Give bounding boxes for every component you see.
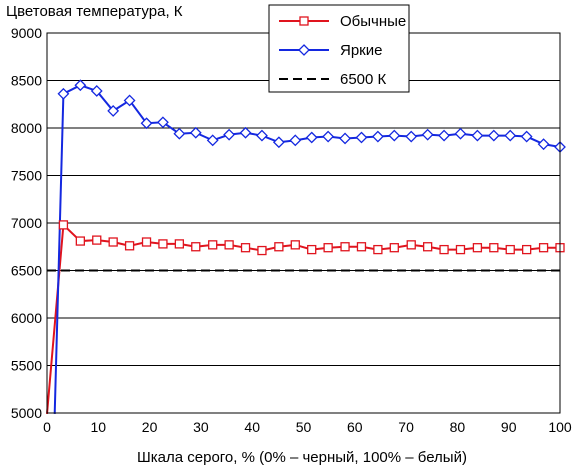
x-tick-label: 70: [398, 419, 414, 435]
data-point-square: [191, 242, 201, 252]
data-point-square: [323, 243, 333, 253]
data-point-diamond: [421, 128, 434, 141]
data-point-diamond: [123, 94, 136, 107]
legend-box: [268, 4, 410, 93]
data-point-diamond: [157, 116, 169, 129]
x-tick-label: 10: [91, 419, 107, 435]
series-lines: [46, 84, 561, 415]
data-point-diamond: [371, 130, 384, 143]
data-point-square: [158, 239, 168, 249]
data-point-diamond: [140, 117, 153, 130]
legend-items: Обычные Яркие 6500 К: [279, 13, 406, 88]
data-point-diamond: [487, 129, 500, 142]
data-point-square: [472, 243, 483, 253]
data-point-square: [489, 243, 499, 253]
data-point-square: [422, 242, 433, 252]
y-tick-label: 7500: [11, 168, 42, 184]
x-tick-label: 100: [548, 419, 572, 435]
data-point-square: [307, 244, 317, 255]
data-point-square: [108, 237, 118, 247]
data-point-square: [274, 242, 284, 252]
data-point-square: [389, 243, 399, 253]
data-point-diamond: [305, 131, 318, 144]
x-tick-label: 50: [296, 419, 312, 435]
data-point-square: [208, 240, 218, 250]
y-tick-label: 7000: [11, 215, 42, 231]
y-tick-label: 5000: [11, 405, 42, 421]
data-point-diamond: [90, 85, 103, 97]
y-tick-label: 8000: [11, 120, 42, 136]
y-tick-label: 8500: [11, 73, 42, 89]
data-point-diamond: [471, 129, 484, 142]
data-point-square: [257, 245, 267, 256]
data-point-diamond: [289, 134, 302, 147]
x-tick-labels: 0 10 20 30 40 50 60 70 80 90 100: [43, 419, 572, 435]
data-point-diamond: [504, 129, 517, 142]
x-tick-label: 30: [193, 419, 209, 435]
data-point-square: [439, 244, 449, 255]
x-axis-label: Шкала серого, % (0% – черный, 100% – бел…: [137, 449, 467, 466]
legend: Обычные Яркие 6500 К: [268, 4, 410, 93]
data-point-diamond: [520, 130, 533, 143]
x-tick-label: 60: [347, 419, 363, 435]
data-point-diamond: [537, 138, 550, 151]
data-point-square: [240, 243, 251, 253]
data-point-square: [373, 244, 383, 255]
legend-swatch-square: [299, 16, 309, 26]
legend-label: Обычные: [340, 13, 406, 30]
data-point-square: [224, 240, 234, 250]
data-point-diamond: [256, 129, 268, 142]
data-point-square: [92, 235, 102, 245]
data-point-diamond: [189, 126, 202, 139]
y-tick-label: 6000: [11, 310, 42, 326]
data-point-diamond: [405, 130, 418, 143]
x-tick-label: 40: [244, 419, 260, 435]
data-point-diamond: [355, 131, 368, 144]
data-point-square: [58, 220, 69, 230]
data-point-diamond: [239, 126, 252, 139]
y-tick-label: 6500: [11, 263, 42, 279]
x-tick-label: 20: [142, 419, 158, 435]
data-point-diamond: [74, 79, 87, 92]
data-point-diamond: [173, 127, 186, 140]
data-point-square: [356, 242, 367, 252]
chart-title: Цветовая температура, К: [6, 3, 183, 20]
x-tick-label: 90: [501, 419, 517, 435]
data-point-square: [406, 240, 416, 250]
series-markers: [57, 79, 566, 256]
data-point-diamond: [388, 129, 401, 142]
y-tick-label: 5500: [11, 358, 42, 374]
x-tick-label: 0: [43, 419, 51, 435]
series-line-0: [46, 222, 560, 415]
data-point-square: [522, 244, 532, 255]
data-point-diamond: [272, 136, 285, 149]
data-point-square: [505, 244, 515, 255]
data-point-square: [124, 241, 135, 251]
legend-label: 6500 К: [340, 71, 387, 88]
data-point-square: [141, 237, 152, 247]
y-tick-label: 9000: [11, 25, 42, 41]
x-tick-label: 80: [450, 419, 466, 435]
data-point-square: [174, 239, 185, 249]
legend-label: Яркие: [340, 42, 382, 59]
data-point-diamond: [322, 130, 335, 143]
data-point-square: [455, 244, 466, 255]
data-point-square: [340, 242, 350, 252]
data-point-square: [290, 240, 300, 250]
data-point-diamond: [438, 129, 450, 142]
data-point-diamond: [206, 134, 219, 147]
data-point-square: [538, 243, 549, 253]
data-point-diamond: [57, 87, 70, 100]
legend-swatch-diamond: [298, 44, 310, 56]
data-point-diamond: [107, 104, 120, 117]
data-point-diamond: [223, 128, 236, 141]
data-point-square: [75, 236, 85, 246]
data-point-diamond: [454, 127, 467, 140]
y-tick-labels: 5000 5500 6000 6500 7000 7500 8000 8500 9000: [11, 25, 42, 421]
data-point-diamond: [339, 132, 351, 145]
